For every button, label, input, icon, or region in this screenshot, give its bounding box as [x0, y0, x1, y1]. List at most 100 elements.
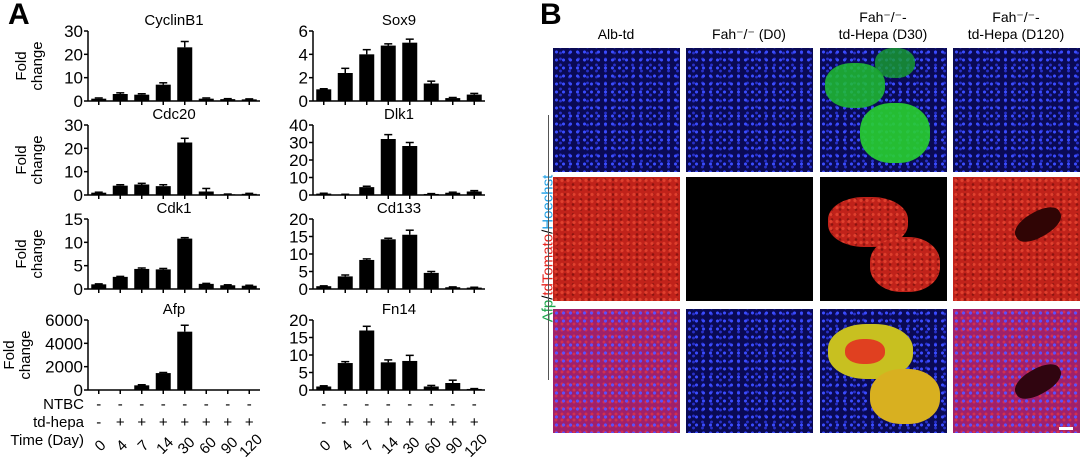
bar — [423, 272, 439, 289]
y-tick-label: 0 — [299, 92, 308, 111]
scale-bar — [1059, 427, 1073, 430]
column-header-text: td-Hepa (D120) — [967, 26, 1065, 42]
ntbc-sign: - — [161, 396, 166, 413]
time-tick-label: 0 — [92, 437, 110, 455]
bar — [112, 276, 128, 289]
bar — [220, 99, 236, 101]
y-tick-label: 20 — [289, 210, 308, 229]
bar — [359, 330, 375, 390]
merge-region — [870, 369, 940, 424]
bar — [445, 192, 461, 195]
y-axis-label: Fold — [13, 239, 30, 268]
chart-title: Cdc20 — [152, 106, 195, 123]
tdhepa-sign: + — [470, 414, 479, 431]
tdhepa-sign: + — [405, 414, 414, 431]
vessel — [1010, 358, 1066, 405]
y-axis-label: Fold — [13, 51, 30, 80]
bar — [155, 186, 171, 195]
chart-title: Cdk1 — [156, 200, 191, 217]
bar — [91, 284, 107, 289]
y-tick-label: 6000 — [45, 311, 83, 330]
tdhepa-sign: + — [245, 414, 254, 431]
chart-title: Dlk1 — [384, 106, 414, 123]
ntbc-sign: - — [96, 396, 101, 413]
y-axis-label: change — [29, 229, 46, 278]
bar — [466, 388, 482, 390]
bar — [445, 383, 461, 390]
image-d30-merge — [820, 309, 947, 433]
bar — [134, 94, 150, 101]
ntbc-sign: - — [225, 396, 230, 413]
bar — [134, 184, 150, 195]
bar — [466, 287, 482, 289]
bar — [337, 73, 353, 101]
y-axis-label: Fold — [13, 145, 30, 174]
bar — [445, 287, 461, 289]
ntbc-sign: - — [139, 396, 144, 413]
image-d120-afp — [953, 48, 1080, 172]
bar — [466, 94, 482, 101]
bar — [241, 193, 257, 195]
tdhepa-sign: + — [180, 414, 189, 431]
image-d120-tdtomato — [953, 177, 1080, 301]
y-tick-label: 15 — [289, 228, 308, 247]
ntbc-label: NTBC — [43, 396, 84, 413]
y-tick-label: 20 — [289, 151, 308, 170]
ntbc-sign: - — [247, 396, 252, 413]
tdtomato-region — [870, 237, 940, 292]
bar — [402, 234, 418, 289]
chart-title: Afp — [163, 301, 186, 318]
afp-positive-region — [860, 103, 930, 163]
y-tick-label: 0 — [74, 186, 83, 205]
column-header-text: td-Hepa (D30) — [838, 26, 928, 42]
bar — [380, 239, 396, 289]
y-tick-label: 20 — [64, 45, 83, 64]
y-tick-label: 15 — [64, 210, 83, 229]
bar — [91, 192, 107, 195]
time-tick-label: 0 — [317, 437, 335, 455]
time-tick-label: 120 — [236, 431, 266, 458]
bar — [423, 386, 439, 390]
bar — [423, 83, 439, 101]
time-tick-label: 120 — [461, 431, 491, 458]
y-tick-label: 30 — [289, 134, 308, 153]
y-tick-label: 10 — [289, 169, 308, 188]
bar — [423, 193, 439, 195]
bar — [359, 187, 375, 195]
y-tick-label: 10 — [64, 233, 83, 252]
tdhepa-sign: + — [116, 414, 125, 431]
y-axis-label: change — [17, 330, 34, 379]
y-tick-label: 10 — [64, 69, 83, 88]
chart-title: CyclinB1 — [144, 12, 203, 29]
afp-positive-region — [825, 63, 885, 108]
y-tick-label: 5 — [74, 257, 83, 276]
y-tick-label: 6 — [299, 22, 308, 41]
tdhepa-sign: - — [321, 414, 326, 431]
column-header-d0: Fah⁻/⁻ (D0) — [684, 26, 814, 43]
image-d0-merge — [686, 309, 813, 433]
column-header-d30: Fah⁻/⁻- td-Hepa (D30) — [818, 9, 948, 43]
bar — [241, 285, 257, 289]
y-tick-label: 20 — [289, 311, 308, 330]
y-tick-label: 30 — [64, 116, 83, 135]
bar — [337, 194, 353, 195]
y-tick-label: 2 — [299, 69, 308, 88]
bar — [241, 99, 257, 101]
y-tick-label: 40 — [289, 116, 308, 135]
bar — [112, 185, 128, 195]
bar — [316, 89, 332, 101]
column-header-text: Fah⁻/⁻- — [859, 9, 907, 25]
tdhepa-sign: + — [159, 414, 168, 431]
tdhepa-sign: + — [427, 414, 436, 431]
bar — [380, 362, 396, 390]
y-tick-label: 5 — [299, 263, 308, 282]
ntbc-sign: - — [386, 396, 391, 413]
y-tick-label: 0 — [74, 280, 83, 299]
y-tick-label: 0 — [74, 381, 83, 400]
image-alb-td-tdtomato — [553, 177, 680, 301]
bar — [359, 259, 375, 289]
chart-title: Sox9 — [382, 12, 416, 29]
bar — [220, 285, 236, 289]
image-d0-tdtomato — [686, 177, 813, 301]
y-tick-label: 5 — [299, 364, 308, 383]
